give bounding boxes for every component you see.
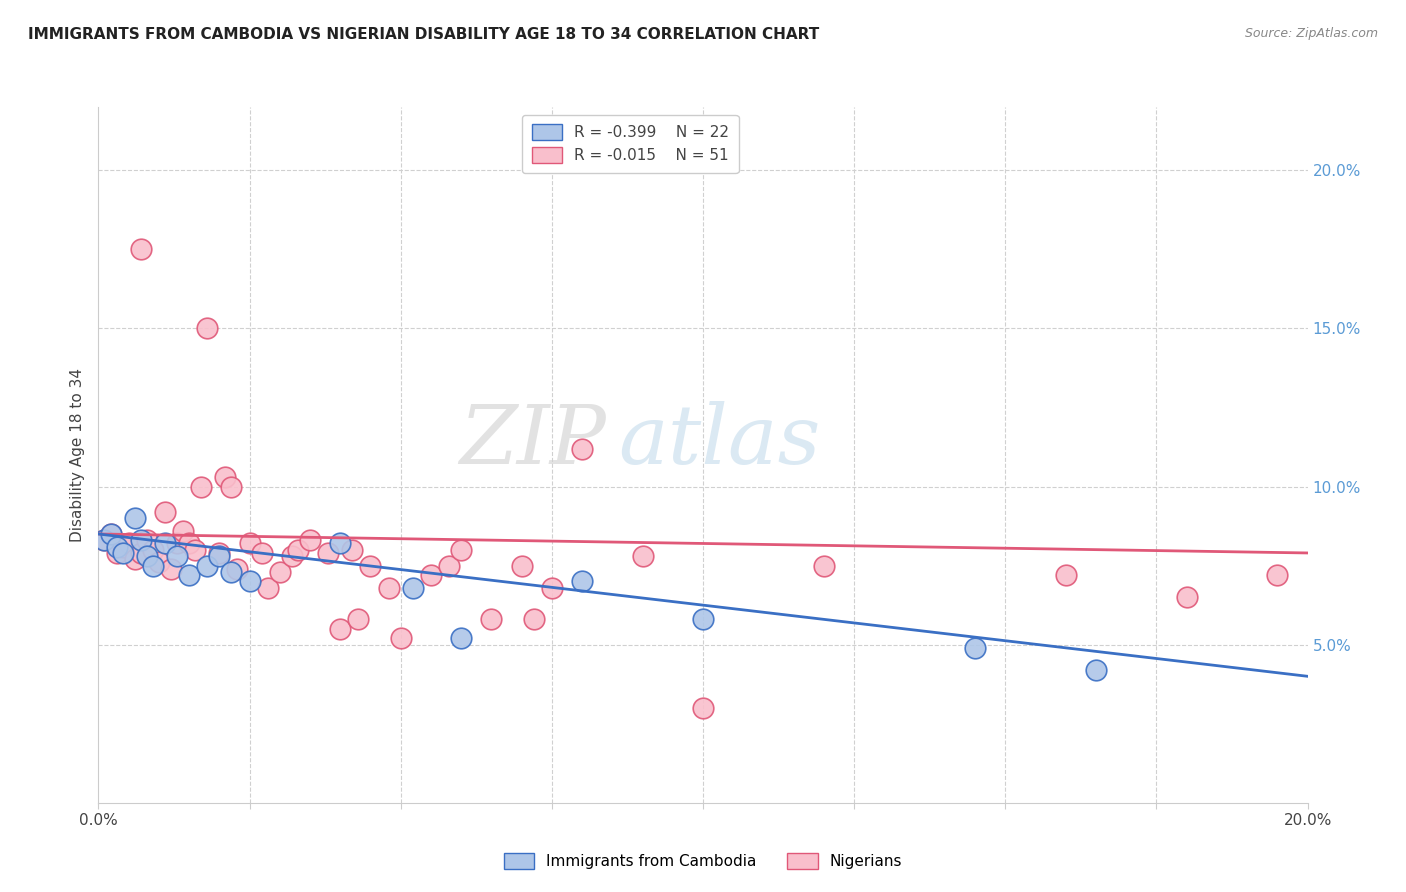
Point (269, 565, 291, 579)
Point (571, 574, 593, 589)
Text: Source: ZipAtlas.com: Source: ZipAtlas.com (1244, 27, 1378, 40)
Point (221, 479, 243, 493)
Point (377, 581, 399, 595)
Point (1267, 568, 1289, 582)
Point (239, 574, 262, 589)
Point (450, 632, 472, 646)
Point (510, 558, 533, 573)
Point (179, 568, 201, 582)
Point (250, 546, 273, 560)
Point (195, 558, 218, 573)
Point (166, 536, 188, 550)
Point (129, 243, 152, 257)
Point (195, 321, 218, 335)
Point (571, 442, 593, 456)
Legend: Immigrants from Cambodia, Nigerians: Immigrants from Cambodia, Nigerians (498, 847, 908, 875)
Point (129, 546, 152, 560)
Point (153, 536, 176, 550)
Point (481, 612, 503, 626)
Point (214, 470, 236, 484)
Point (184, 542, 207, 557)
Point (813, 558, 835, 573)
Point (93, 533, 115, 548)
Point (316, 546, 339, 560)
Point (329, 622, 352, 636)
Point (118, 536, 141, 550)
Point (111, 546, 134, 560)
Point (389, 632, 412, 646)
Text: ZIP: ZIP (460, 401, 606, 481)
Point (100, 527, 122, 541)
Point (160, 562, 183, 576)
Point (437, 558, 460, 573)
Point (256, 581, 278, 595)
Point (105, 546, 128, 560)
Point (299, 533, 322, 548)
Point (523, 612, 546, 626)
Point (179, 536, 201, 550)
Point (287, 542, 309, 557)
Point (111, 540, 134, 554)
Point (124, 511, 146, 525)
Point (208, 549, 231, 563)
Point (153, 505, 176, 519)
Point (135, 549, 157, 563)
Point (342, 542, 364, 557)
Point (692, 701, 714, 715)
Text: atlas: atlas (619, 401, 821, 481)
Point (221, 565, 243, 579)
Point (148, 556, 170, 570)
Point (124, 552, 146, 566)
Point (129, 533, 152, 548)
Legend: R = -0.399    N = 22, R = -0.015    N = 51: R = -0.399 N = 22, R = -0.015 N = 51 (523, 115, 738, 173)
Point (329, 536, 352, 550)
Point (965, 640, 987, 655)
Point (239, 536, 262, 550)
Y-axis label: Disability Age 18 to 34: Disability Age 18 to 34 (69, 368, 84, 542)
Point (142, 558, 165, 573)
Point (1085, 663, 1108, 677)
Point (540, 581, 562, 595)
Point (631, 549, 654, 563)
Point (347, 612, 370, 626)
Point (208, 546, 231, 560)
Point (105, 540, 128, 554)
Point (190, 479, 212, 493)
Point (166, 549, 188, 563)
Point (360, 558, 382, 573)
Point (420, 568, 443, 582)
Point (1175, 591, 1198, 605)
Point (692, 612, 714, 626)
Point (1054, 568, 1077, 582)
Point (402, 581, 425, 595)
Point (226, 562, 249, 576)
Point (142, 542, 165, 557)
Point (281, 549, 304, 563)
Point (450, 542, 472, 557)
Text: IMMIGRANTS FROM CAMBODIA VS NIGERIAN DISABILITY AGE 18 TO 34 CORRELATION CHART: IMMIGRANTS FROM CAMBODIA VS NIGERIAN DIS… (28, 27, 820, 42)
Point (135, 533, 157, 548)
Point (93, 533, 115, 548)
Point (172, 524, 194, 538)
Point (100, 527, 122, 541)
